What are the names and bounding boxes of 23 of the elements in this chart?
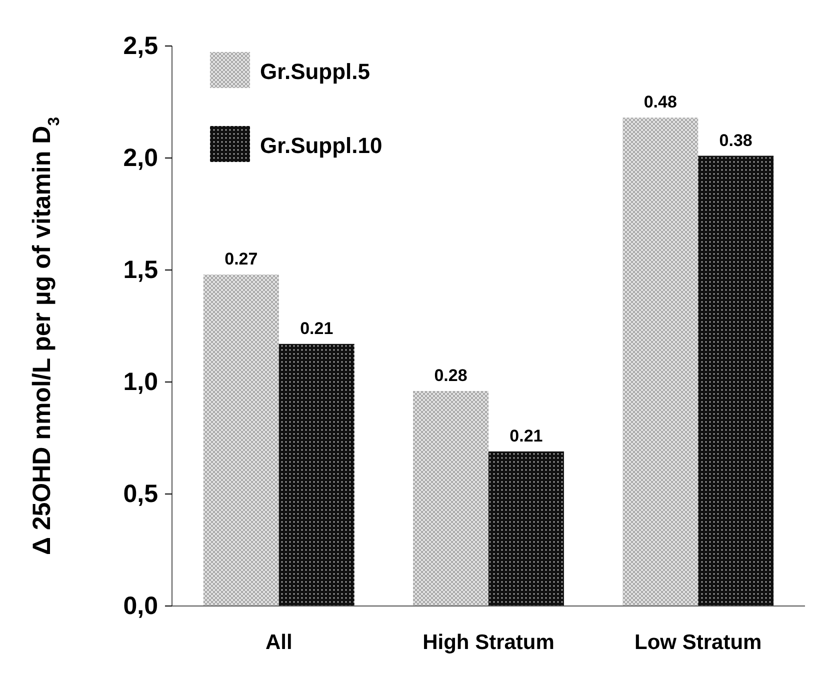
y-tick-label: 1,0	[123, 368, 158, 396]
y-tick-label: 2,5	[123, 32, 158, 60]
bar	[413, 390, 488, 606]
y-tick-label: 2,0	[123, 144, 158, 172]
bar	[622, 118, 698, 606]
y-tick-label: 0,5	[123, 480, 158, 508]
annotation: 0.28	[434, 366, 468, 385]
bar	[278, 344, 354, 606]
y-tick-label: 1,5	[123, 256, 158, 284]
x-tick-label: Low Stratum	[634, 630, 762, 654]
legend-label: Gr.Suppl.10	[260, 133, 382, 158]
bar	[488, 451, 564, 606]
x-tick-label: All	[265, 630, 292, 654]
annotation: 0.38	[719, 130, 752, 150]
annotation: 0.21	[300, 318, 334, 338]
bar	[698, 156, 774, 606]
annotation: 0.21	[510, 426, 543, 446]
y-tick-label: 0,0	[123, 592, 158, 620]
annotation: 0.27	[224, 249, 258, 268]
x-tick-label: High Stratum	[422, 630, 554, 654]
annotation: 0.48	[644, 92, 677, 112]
legend-label: Gr.Suppl.5	[260, 59, 370, 84]
bar	[203, 274, 279, 606]
